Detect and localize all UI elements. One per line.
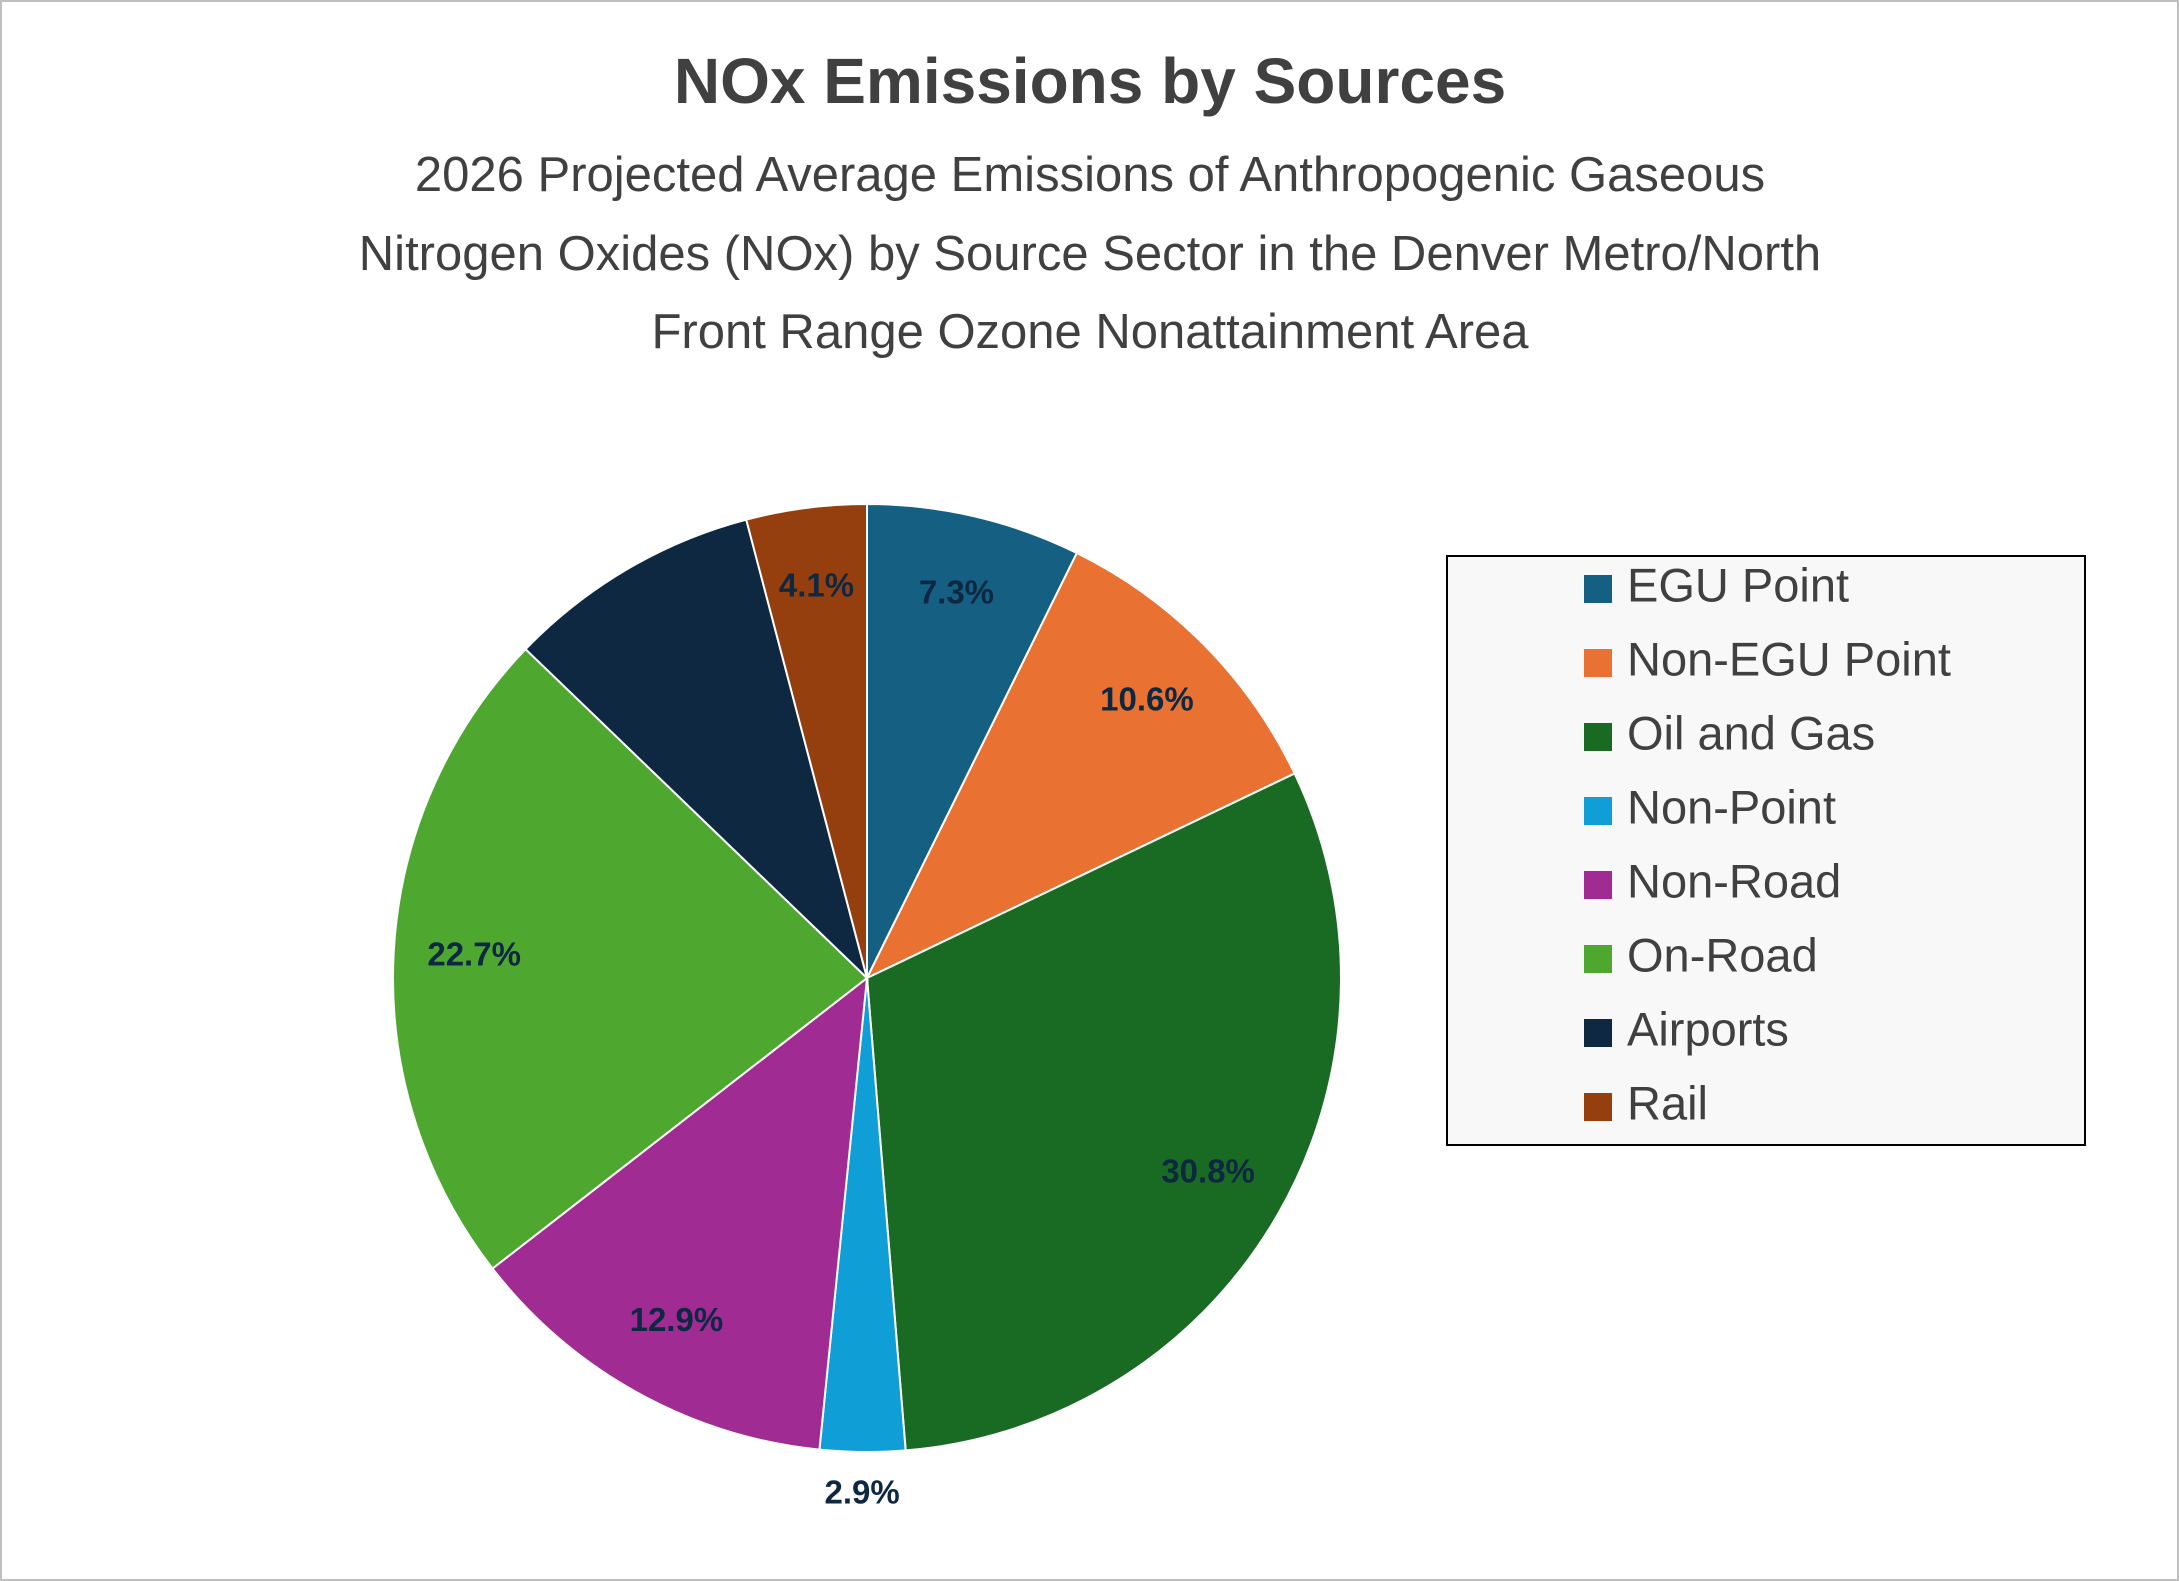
data-label: 7.3% (919, 574, 994, 611)
data-label: 2.9% (825, 1473, 900, 1510)
legend-swatch (1584, 797, 1612, 825)
legend-label: Oil and Gas (1627, 706, 1875, 759)
pie-slice (745, 502, 868, 979)
legend-label: EGU Point (1627, 558, 1849, 611)
legend: EGU Point Non-EGU Point Oil and Gas Non-Poi… (1446, 555, 2086, 1146)
chart-title: NOx Emissions by Sources (674, 45, 1506, 117)
data-label: 4.1% (779, 567, 854, 604)
chart-subtitle: Front Range Ozone Nonattainment Area (651, 305, 1529, 359)
data-label: 10.6% (1100, 680, 1194, 717)
pie-slice (864, 551, 1296, 981)
legend-label: Non-Point (1627, 780, 1836, 833)
pie-slice (866, 502, 1079, 979)
legend-label: Rail (1627, 1076, 1708, 1129)
data-label: 30.8% (1161, 1153, 1255, 1190)
chart-subtitle: 2026 Projected Average Emissions of Anth… (415, 148, 1765, 202)
pie-slice (524, 518, 869, 982)
data-label: 22.7% (427, 936, 521, 973)
legend-swatch (1584, 575, 1612, 603)
legend-swatch (1584, 723, 1612, 751)
legend-box (1446, 555, 2086, 1146)
chart-subtitle: Nitrogen Oxides (NOx) by Source Sector i… (359, 227, 1821, 281)
data-label: 8.7% (630, 617, 705, 654)
data-label: 12.9% (630, 1301, 724, 1338)
legend-swatch (1584, 649, 1612, 677)
pie: 7.3% 10.6% 30.8% 2.9% 12.9% 22.7% 8.7% 4.1% (392, 502, 1342, 1510)
pie-slice (392, 647, 869, 1270)
legend-label: Airports (1627, 1002, 1789, 1055)
pie-slice (491, 975, 869, 1451)
legend-swatch (1584, 1093, 1612, 1121)
legend-label: Non-EGU Point (1627, 632, 1951, 685)
legend-label: Non-Road (1627, 854, 1841, 907)
pie-slice (865, 772, 1342, 1452)
legend-swatch (1584, 1019, 1612, 1047)
legend-swatch (1584, 945, 1612, 973)
legend-label: On-Road (1627, 928, 1818, 981)
legend-swatch (1584, 871, 1612, 899)
